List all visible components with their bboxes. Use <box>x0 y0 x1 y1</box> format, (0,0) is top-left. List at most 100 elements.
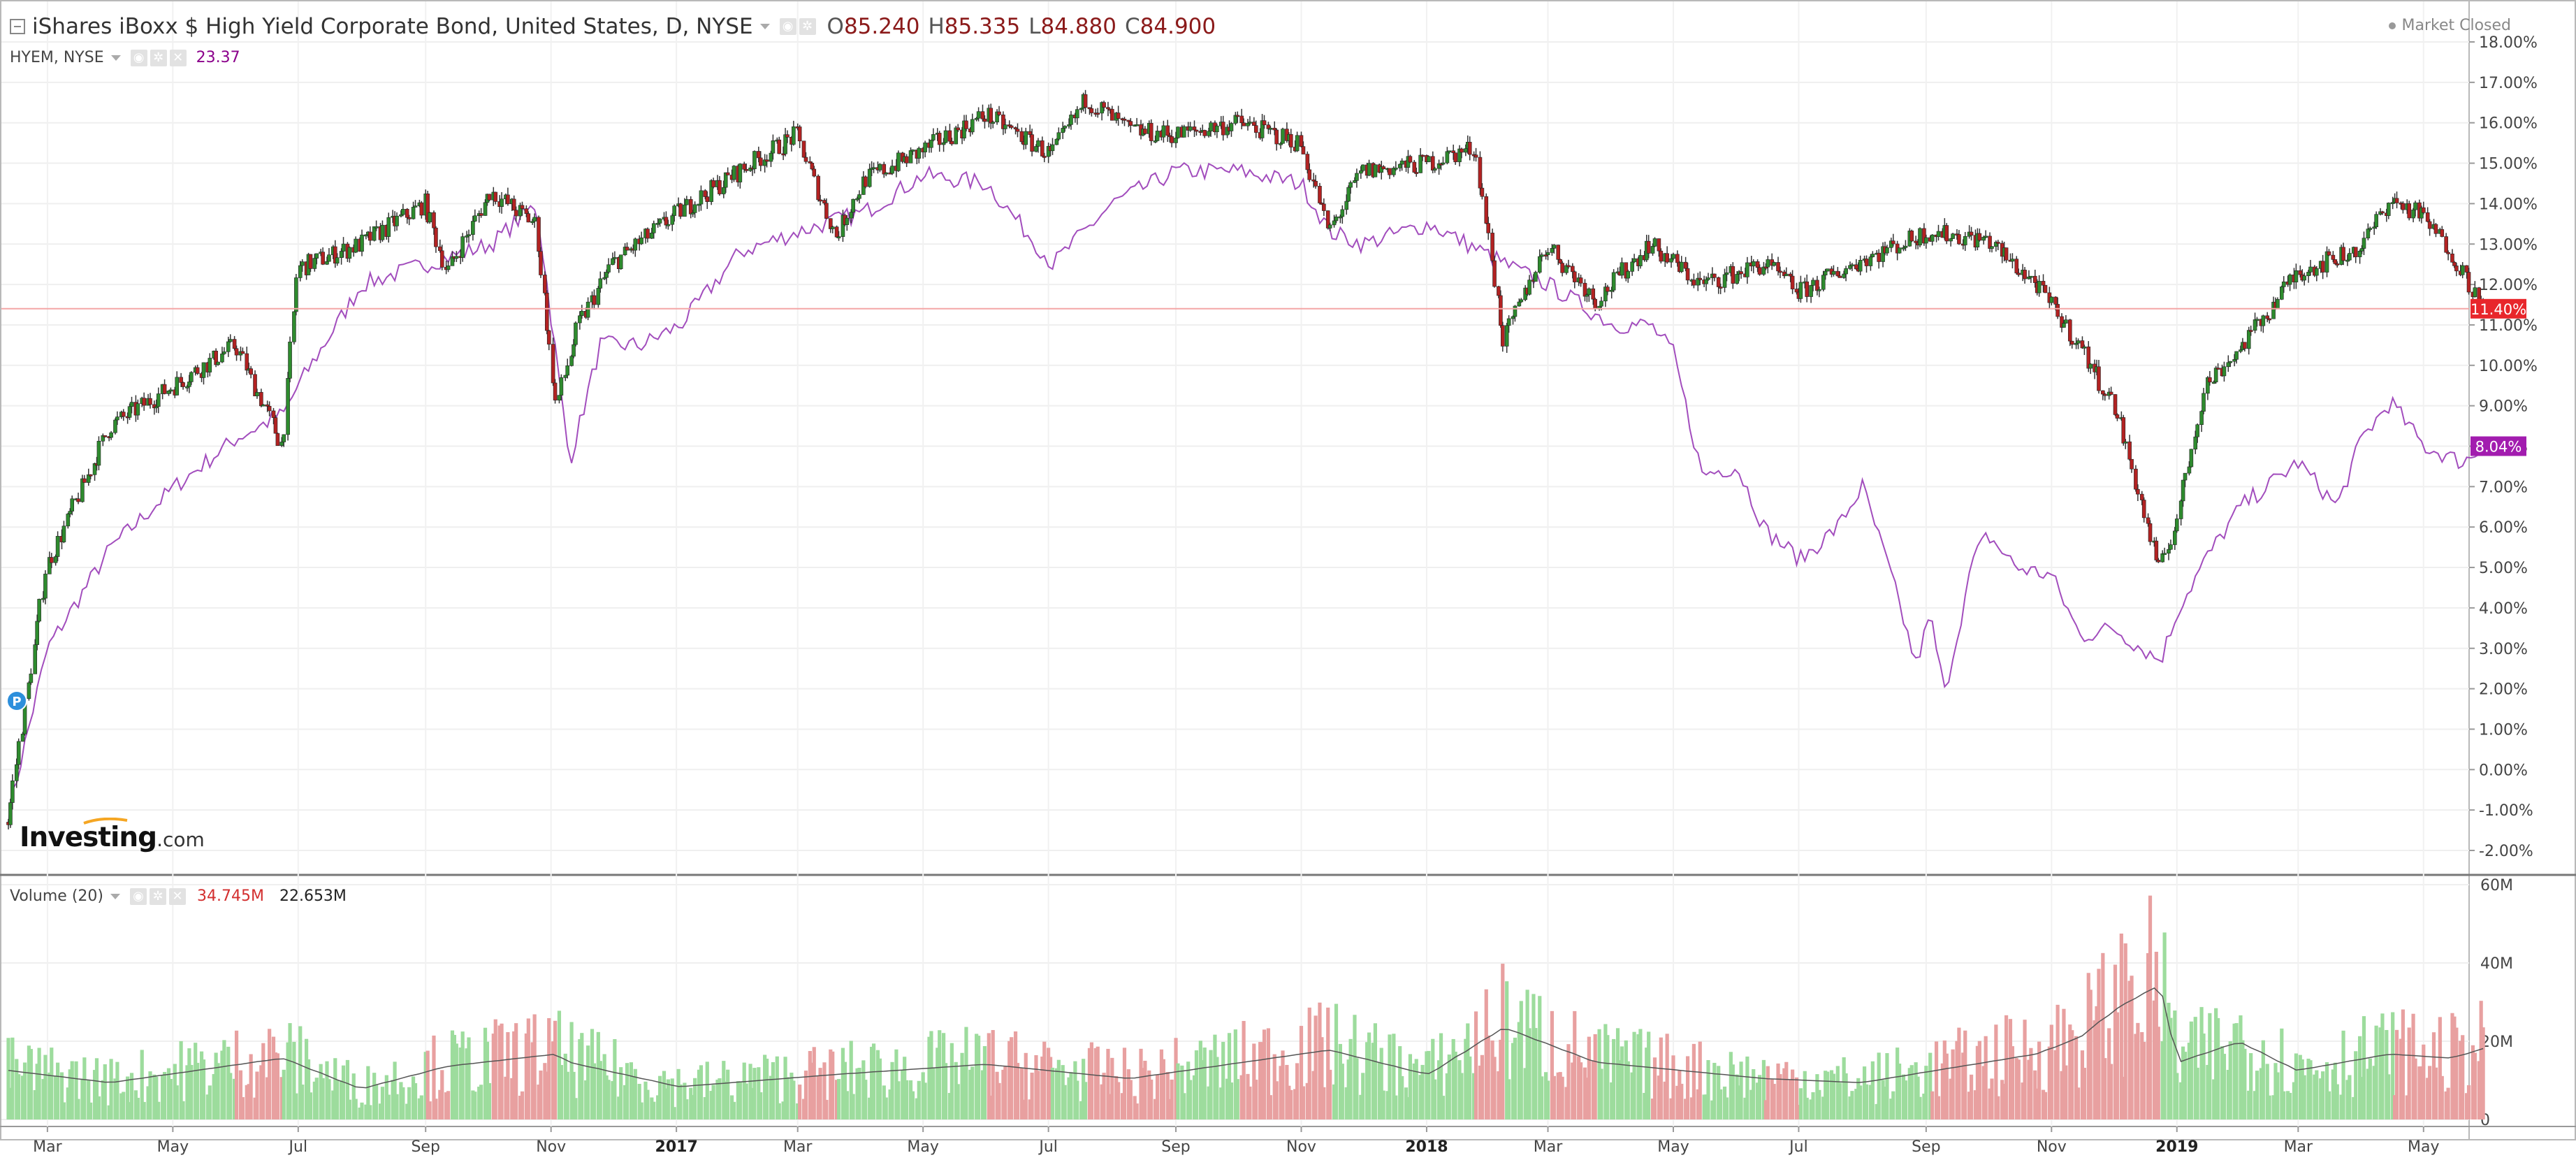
volume-bar <box>194 1043 198 1119</box>
collapse-icon[interactable] <box>10 19 25 34</box>
candle-up <box>1418 154 1422 173</box>
candle-down <box>980 111 985 119</box>
candle-up <box>2088 363 2093 369</box>
volume-bar <box>319 1064 323 1119</box>
volume-bar <box>2002 1083 2007 1119</box>
volume-bar <box>432 1035 436 1119</box>
volume-bar <box>970 1066 975 1119</box>
candle-up <box>2173 530 2177 545</box>
candle-up <box>1359 170 1363 174</box>
volume-bar <box>1359 1094 1363 1119</box>
volume-bar <box>1040 1056 1045 1119</box>
candle-up <box>851 198 855 212</box>
candle-down <box>982 118 987 122</box>
candle-down <box>1996 242 2000 244</box>
chevron-down-icon[interactable] <box>759 24 770 29</box>
candle-up <box>884 172 889 175</box>
volume-bar <box>1213 1034 1217 1119</box>
candle-up <box>1784 273 1789 277</box>
candle-up <box>428 212 432 223</box>
volume-bar <box>2202 1033 2206 1119</box>
volume-bar <box>1122 1048 1127 1119</box>
volume-bar <box>2222 1054 2227 1119</box>
eye-icon[interactable]: ◉ <box>130 49 147 66</box>
volume-bar <box>1114 1076 1119 1119</box>
candle-up <box>1153 140 1158 143</box>
candle-up <box>2183 472 2188 481</box>
event-marker-icon[interactable] <box>6 690 27 711</box>
volume-bar <box>2029 1048 2033 1119</box>
volume-bar <box>76 1099 80 1119</box>
volume-bar <box>473 1092 477 1119</box>
volume-bar <box>835 1080 839 1119</box>
volume-bar <box>2016 1059 2021 1119</box>
candle-down <box>1143 129 1147 134</box>
candle-up <box>2294 270 2299 282</box>
candle-up <box>2076 340 2081 344</box>
candle-up <box>666 224 671 226</box>
volume-bar <box>292 1041 296 1119</box>
gear-icon[interactable]: ✲ <box>150 49 167 66</box>
volume-bar <box>1281 1050 1285 1119</box>
volume-bar <box>1784 1061 1789 1119</box>
candle-down <box>2421 207 2426 213</box>
candle-down <box>1988 235 1992 249</box>
candle-down <box>816 175 820 201</box>
candle-up <box>896 152 901 171</box>
volume-bar <box>8 1087 13 1119</box>
volume-bar <box>419 1095 423 1119</box>
candle-down <box>2121 417 2126 444</box>
candle-down <box>812 168 817 177</box>
eye-icon[interactable]: ◉ <box>129 887 147 905</box>
candle-up <box>1517 301 1522 307</box>
candle-up <box>1735 274 1739 284</box>
candle-up <box>1181 126 1186 138</box>
candle-up <box>2287 274 2292 285</box>
volume-bar <box>2286 1091 2290 1119</box>
candle-up <box>255 392 259 397</box>
eye-icon[interactable]: ◉ <box>779 18 796 35</box>
candle-down <box>308 254 313 269</box>
volume-bar <box>2345 1080 2350 1119</box>
candle-up <box>2460 265 2465 275</box>
volume-bar <box>683 1082 687 1119</box>
candle-up <box>574 322 578 345</box>
volume-bar <box>1698 1041 1702 1119</box>
volume-bar <box>1531 994 1536 1119</box>
chevron-down-icon[interactable] <box>110 55 121 61</box>
candle-up <box>1766 259 1770 268</box>
volume-bar <box>2076 1087 2081 1119</box>
volume-bar <box>1141 1068 1145 1119</box>
volume-bar <box>140 1050 144 1119</box>
volume-bar <box>2021 1082 2025 1119</box>
volume-bar <box>2294 1053 2298 1119</box>
candle-down <box>1089 108 1094 113</box>
candle-up <box>1630 261 1634 272</box>
volume-bar <box>434 1099 438 1119</box>
gear-icon[interactable]: ✲ <box>799 18 816 35</box>
candle-down <box>1578 277 1583 284</box>
candle-down <box>1718 287 1723 289</box>
volume-bar <box>43 1054 48 1119</box>
candle-up <box>1513 305 1518 317</box>
close-icon[interactable]: ✕ <box>168 887 186 905</box>
volume-bar <box>2280 1028 2284 1119</box>
candle-up <box>2062 323 2066 328</box>
volume-bar <box>759 1092 763 1119</box>
chevron-down-icon[interactable] <box>110 893 120 899</box>
gear-icon[interactable]: ✲ <box>149 887 166 905</box>
volume-bar <box>1645 1048 1649 1119</box>
candle-up <box>1626 271 1631 279</box>
candle-up <box>2181 479 2185 502</box>
volume-bar <box>1831 1073 1836 1119</box>
close-icon[interactable]: ✕ <box>169 49 187 66</box>
volume-bar <box>578 1039 582 1119</box>
volume-bar <box>646 1089 650 1119</box>
candle-down <box>265 404 270 407</box>
x-tick-label: May <box>157 1138 189 1156</box>
candle-down <box>1675 254 1680 263</box>
candle-up <box>2199 411 2204 426</box>
candle-up <box>1599 300 1603 307</box>
volume-bar <box>812 1047 816 1119</box>
candle-up <box>771 140 776 154</box>
